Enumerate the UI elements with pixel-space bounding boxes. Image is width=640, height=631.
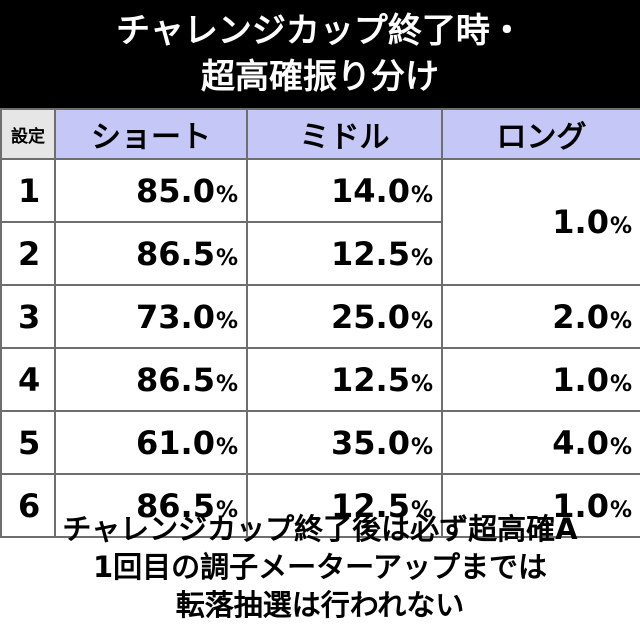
long-value: 1.0: [552, 360, 609, 399]
percent-sign: %: [215, 434, 238, 460]
middle-cell: 35.0%: [246, 410, 443, 475]
middle-cell: 12.5%: [246, 347, 443, 412]
percent-sign: %: [215, 245, 238, 271]
long-cell: 4.0%: [441, 410, 640, 475]
note-line-2: 1回目の調子メーターアップまでは: [92, 550, 548, 584]
short-cell: 73.0%: [54, 284, 248, 349]
short-value: 85.0: [136, 171, 215, 210]
percent-sign: %: [215, 182, 238, 208]
setting-cell: 1: [0, 158, 56, 223]
table-row: 4 86.5% 12.5% 1.0%: [0, 347, 640, 412]
middle-cell: 12.5%: [246, 221, 443, 286]
title-line-2: 超高確振り分け: [201, 57, 439, 97]
short-value: 73.0: [136, 297, 215, 336]
middle-value: 14.0: [331, 171, 410, 210]
setting-cell: 4: [0, 347, 56, 412]
setting-cell: 5: [0, 410, 56, 475]
percent-sign: %: [609, 434, 632, 460]
table-row: 6 86.5% 12.5% 1.0%: [0, 473, 640, 538]
note-line-1: チャレンジカップ終了後は必ず超高確A: [62, 512, 578, 546]
header-middle: ミドル: [246, 108, 443, 160]
allocation-table: 設定 ショート ミドル ロング 1 85.0% 14.0% 1.0% 2 86.…: [0, 108, 640, 538]
percent-sign: %: [215, 308, 238, 334]
table-row: 1 85.0% 14.0% 1.0%: [0, 158, 640, 286]
percent-sign: %: [410, 182, 433, 208]
middle-value: 35.0: [331, 423, 410, 462]
setting-cell: 6: [0, 473, 56, 538]
middle-value: 12.5: [331, 486, 410, 525]
short-cell: 85.0%: [54, 158, 248, 223]
middle-value: 25.0: [331, 297, 410, 336]
title-banner: チャレンジカップ終了時・ 超高確振り分け: [0, 0, 640, 108]
long-value: 2.0: [552, 297, 609, 336]
percent-sign: %: [215, 497, 238, 523]
setting-cell: 3: [0, 284, 56, 349]
short-value: 86.5: [136, 234, 215, 273]
percent-sign: %: [410, 371, 433, 397]
header-long: ロング: [441, 108, 640, 160]
note-line-3: 転落抽選は行われない: [175, 588, 465, 622]
table-header-row: 設定 ショート ミドル ロング: [0, 108, 640, 160]
middle-cell: 14.0%: [246, 158, 443, 223]
short-cell: 61.0%: [54, 410, 248, 475]
long-value: 4.0: [552, 423, 609, 462]
short-cell: 86.5%: [54, 221, 248, 286]
long-value: 1.0: [552, 203, 609, 241]
short-cell: 86.5%: [54, 347, 248, 412]
header-setting: 設定: [0, 108, 56, 160]
percent-sign: %: [410, 245, 433, 271]
table-row: 5 61.0% 35.0% 4.0%: [0, 410, 640, 475]
percent-sign: %: [410, 434, 433, 460]
percent-sign: %: [609, 308, 632, 334]
title-line-1: チャレンジカップ終了時・: [116, 11, 524, 51]
header-short: ショート: [54, 108, 248, 160]
long-value: 1.0: [552, 486, 609, 525]
long-cell: 1.0%: [441, 347, 640, 412]
middle-cell: 25.0%: [246, 284, 443, 349]
long-cell-merged: 1.0%: [441, 158, 640, 286]
long-cell: 2.0%: [441, 284, 640, 349]
percent-sign: %: [609, 371, 632, 397]
percent-sign: %: [609, 497, 632, 523]
short-value: 86.5: [136, 486, 215, 525]
short-value: 61.0: [136, 423, 215, 462]
table-row: 3 73.0% 25.0% 2.0%: [0, 284, 640, 349]
setting-cell: 2: [0, 221, 56, 286]
middle-value: 12.5: [331, 360, 410, 399]
middle-cell: 12.5%: [246, 473, 443, 538]
footer-note: チャレンジカップ終了後は必ず超高確A 1回目の調子メーターアップまでは 転落抽選…: [0, 510, 640, 624]
percent-sign: %: [215, 371, 238, 397]
long-cell: 1.0%: [441, 473, 640, 538]
percent-sign: %: [609, 214, 632, 239]
short-value: 86.5: [136, 360, 215, 399]
middle-value: 12.5: [331, 234, 410, 273]
short-cell: 86.5%: [54, 473, 248, 538]
percent-sign: %: [410, 308, 433, 334]
percent-sign: %: [410, 497, 433, 523]
table-row: 2 86.5% 12.5%: [0, 221, 640, 286]
